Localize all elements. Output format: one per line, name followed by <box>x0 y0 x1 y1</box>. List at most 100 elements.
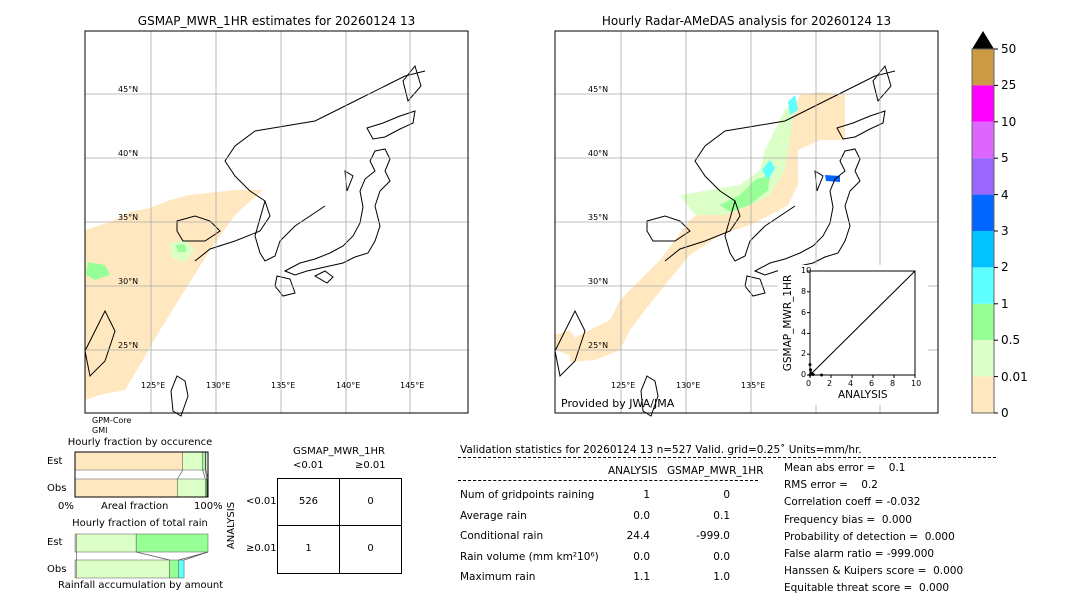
map-frame <box>554 30 939 414</box>
score-line: False alarm ratio = -999.000 <box>784 548 935 560</box>
score-line: Mean abs error = 0.1 <box>784 462 906 474</box>
sensor-instrument: GMI <box>92 426 108 435</box>
x-tick-label: 10 <box>911 379 922 388</box>
bar-segment <box>135 533 209 553</box>
rain-area <box>788 95 798 115</box>
right-map-title: Hourly Radar-AMeDAS analysis for 2026012… <box>601 14 892 28</box>
colorbar-segment <box>972 194 994 231</box>
coastline <box>402 64 422 103</box>
y-tick-label: 8 <box>801 286 807 296</box>
colorbar-segment <box>972 376 994 413</box>
score-line: Probability of detection = 0.000 <box>784 530 955 543</box>
coastline <box>554 309 586 378</box>
scatter-point <box>820 373 824 377</box>
lon-label: 145°E <box>400 381 425 390</box>
colorbar-extend-arrow <box>972 31 994 49</box>
diagonal-line <box>809 270 916 376</box>
y-tick-label: 10 <box>801 266 812 275</box>
colorbar-segment <box>972 231 994 268</box>
stat-value: 0.0 <box>633 550 650 563</box>
y-tick-label: 4 <box>801 328 807 338</box>
score-line: Correlation coeff = -0.032 <box>784 496 921 509</box>
divider <box>458 480 758 481</box>
rain-area-light <box>85 190 263 400</box>
scatter-inset <box>778 265 928 405</box>
colorbar-label: 1 <box>1001 296 1009 311</box>
colorbar-label: 5 <box>1001 151 1009 166</box>
score-line: Frequency bias = 0.000 <box>784 513 912 526</box>
stat-value: 24.4 <box>626 530 650 542</box>
colorbar-segment <box>972 267 994 304</box>
divider <box>458 457 996 458</box>
stat-label: Maximum rain <box>460 571 536 583</box>
ct-row-title: ANALYSIS <box>226 501 238 550</box>
occ-est-label: Est <box>47 456 63 467</box>
lat-label: 45°N <box>588 85 609 94</box>
coastline <box>313 270 334 284</box>
ct-grid: 526 0 1 0 <box>277 478 402 574</box>
lat-label: 30°N <box>118 277 139 286</box>
rain-area <box>86 262 110 280</box>
bar-segment <box>177 478 206 498</box>
y-tick-label: 0 <box>801 370 807 379</box>
lat-label: 25°N <box>588 341 609 350</box>
coastline <box>84 309 116 378</box>
colorbar-segment <box>972 121 994 159</box>
bar-segment <box>178 559 185 579</box>
credit: Provided by JWA/JMA <box>561 397 675 410</box>
stat-value: 1.1 <box>633 571 650 583</box>
ct-col-1: ≥0.01 <box>355 460 386 471</box>
connector-line <box>202 469 206 480</box>
colorbar-label: 0.01 <box>1001 369 1028 384</box>
occurrence-title: Hourly fraction by occurence <box>67 437 213 448</box>
y-tick-label: 6 <box>801 307 807 317</box>
right-map <box>554 30 939 417</box>
lat-label: 40°N <box>588 149 609 158</box>
colorbar-segment <box>972 340 994 377</box>
score-line: Equitable threat score = 0.000 <box>784 582 950 595</box>
colorbar-segment <box>972 49 994 86</box>
ct-title: GSMAP_MWR_1HR <box>293 446 385 457</box>
bar-segment <box>169 559 179 579</box>
coastline <box>664 70 896 262</box>
ct-row-1: ≥0.01 <box>246 543 277 554</box>
tot-est-label: Est <box>47 537 63 548</box>
lat-label: 40°N <box>118 149 139 158</box>
totalrain-title: Hourly fraction of total rain <box>72 518 208 529</box>
score-line: RMS error = 0.2 <box>784 479 878 492</box>
stat-label: Average rain <box>460 509 527 522</box>
stat-value: 0.1 <box>713 509 730 522</box>
colorbar-label: 0.5 <box>1001 333 1021 348</box>
colorbar-label: 3 <box>1001 224 1009 238</box>
rain-area-heavy <box>825 175 840 182</box>
tot-xlabel: Rainfall accumulation by amount <box>58 580 224 591</box>
lon-label: 135°E <box>271 381 296 390</box>
left-map-title: GSMAP_MWR_1HR estimates for 20260124 13 <box>137 14 416 28</box>
coastline <box>283 148 391 276</box>
lat-label: 25°N <box>118 341 139 350</box>
scatter-point <box>808 363 812 367</box>
chart-frame <box>74 451 209 498</box>
score-line: Hanssen & Kuipers score = 0.000 <box>784 565 964 578</box>
fraction-chart <box>74 451 209 498</box>
x-tick-label: 8 <box>890 379 896 388</box>
connector-line <box>204 469 208 480</box>
ct-col-0: <0.01 <box>293 460 324 471</box>
stat-value: -999.0 <box>696 530 730 542</box>
stat-value: 0.0 <box>633 509 650 522</box>
lon-label: 130°E <box>676 381 701 390</box>
stat-label: Conditional rain <box>460 530 544 542</box>
coastline <box>836 110 886 140</box>
coastline <box>646 215 691 242</box>
occ-obs-label: Obs <box>47 483 67 494</box>
ct-row-0: <0.01 <box>246 496 277 507</box>
stat-label: Num of gridpoints raining <box>460 489 595 501</box>
stat-value: 1 <box>643 489 650 501</box>
stats-header: Validation statistics for 20260124 13 n=… <box>460 444 862 456</box>
scatter-point <box>809 368 813 372</box>
occ-xtick-0: 0% <box>58 501 74 512</box>
x-tick-label: 6 <box>869 379 875 388</box>
occ-xtick-100: 100% <box>194 501 223 512</box>
